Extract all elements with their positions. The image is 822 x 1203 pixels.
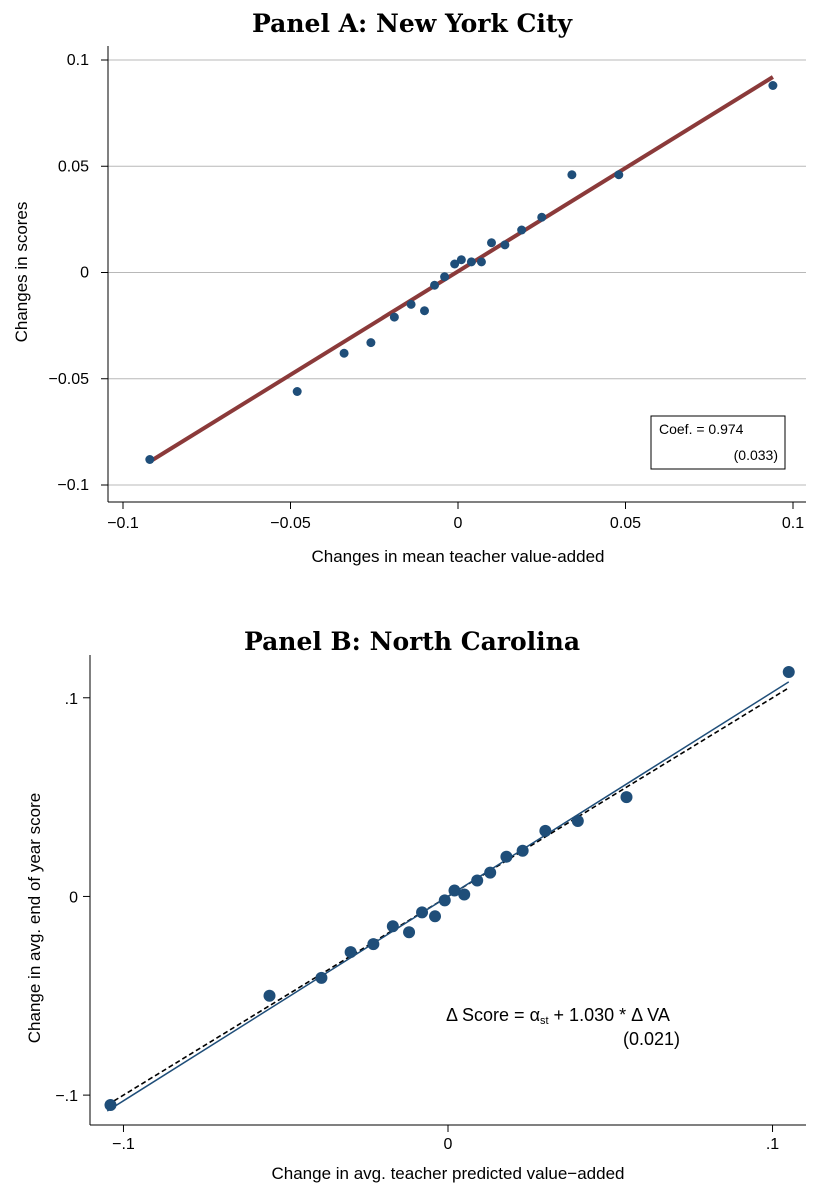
- panel-b-axes: −.1 0 .1 −.1 0 .1: [55, 655, 806, 1153]
- panel-b-x-tick-label: −.1: [112, 1136, 135, 1153]
- panel-a-data-point: [406, 299, 416, 309]
- panel-b-data-point: [315, 971, 328, 984]
- panel-a-data-point: [339, 348, 349, 358]
- panel-a-x-tick-label: −0.05: [270, 515, 311, 532]
- panel-b-data-point: [104, 1099, 117, 1112]
- panel-b-y-tick-label: −.1: [55, 1088, 78, 1105]
- panel-a-x-tick-label: −0.1: [107, 515, 139, 532]
- panel-a-data-point: [487, 238, 496, 248]
- panel-a-y-tick-label: 0.05: [58, 158, 89, 175]
- panel-b: Panel B: North Carolina Change in avg. e…: [25, 627, 806, 1183]
- panel-a-y-tick-label: −0.05: [49, 371, 90, 388]
- panel-a-data-point: [420, 306, 429, 316]
- equation-subscript: st: [540, 1015, 549, 1027]
- panel-a-annotation-box: Coef. = 0.974 (0.033): [650, 415, 786, 470]
- panel-b-data-point: [344, 946, 357, 959]
- panel-a-x-tick-label: 0: [454, 515, 463, 532]
- panel-b-y-tick-label: 0: [69, 889, 78, 906]
- panel-b-data-point: [367, 938, 380, 951]
- panel-b-points: [104, 665, 795, 1112]
- panel-b-data-point: [571, 814, 584, 827]
- panel-b-data-point: [500, 850, 513, 863]
- panel-a-data-point: [476, 257, 486, 267]
- equation-rhs: + 1.030 * Δ VA: [549, 1005, 670, 1025]
- panel-a-data-point: [292, 387, 302, 396]
- panel-b-title: Panel B: North Carolina: [244, 627, 580, 656]
- equation-lhs: Δ Score = α: [446, 1005, 540, 1025]
- panel-b-data-point: [386, 920, 399, 933]
- panel-b-x-tick-label: 0: [444, 1136, 453, 1153]
- panel-a-standard-error: (0.033): [734, 447, 778, 463]
- panel-b-data-point: [403, 926, 416, 939]
- panel-a-data-point: [440, 272, 450, 282]
- panel-a-x-tick-label: 0.05: [610, 515, 641, 532]
- panel-a-points: [145, 81, 778, 464]
- panel-b-data-point: [484, 866, 497, 879]
- panel-b-y-axis-label: Change in avg. end of year score: [25, 793, 44, 1043]
- panel-b-reference-line: [106, 687, 790, 1106]
- panel-a-data-point: [366, 338, 376, 348]
- panel-a-fit-line: [148, 75, 774, 464]
- panel-b-data-point: [620, 791, 633, 804]
- panel-b-data-point: [429, 910, 442, 923]
- panel-a-x-tick-label: 0.1: [782, 515, 804, 532]
- panel-a-data-point: [466, 257, 476, 267]
- panel-a-data-point: [614, 170, 624, 180]
- panel-a-y-tick-label: −0.1: [57, 477, 89, 494]
- panel-a-data-point: [450, 259, 460, 269]
- panel-b-regression-equation: Δ Score = αst + 1.030 * Δ VA: [446, 1005, 670, 1027]
- panel-a-y-axis-label: Changes in scores: [12, 202, 31, 343]
- panel-a-data-point: [567, 170, 577, 180]
- panel-b-data-point: [471, 874, 484, 887]
- panel-a-data-point: [389, 312, 399, 322]
- panel-a-data-point: [517, 225, 527, 235]
- panel-a-axes: −0.1 −0.05 0 0.05 0.1 −0.1 −0.05 0 0.05 0.1: [49, 46, 806, 532]
- panel-b-standard-error: (0.021): [623, 1029, 680, 1049]
- panel-a-data-point: [500, 240, 510, 250]
- panel-a-fit-line-group: [148, 75, 774, 464]
- panel-a-data-point: [768, 81, 778, 90]
- panel-a-y-tick-label: 0.1: [67, 52, 89, 69]
- panel-b-y-tick-label: .1: [65, 691, 78, 708]
- panel-b-data-point: [416, 906, 429, 919]
- panel-a-annotation-frame: [650, 415, 786, 470]
- panel-b-data-point: [539, 824, 552, 837]
- panel-a-data-point: [430, 280, 440, 290]
- panel-a-x-axis-label: Changes in mean teacher value-added: [312, 547, 605, 566]
- panel-b-x-tick-label: .1: [766, 1136, 779, 1153]
- panel-a-coefficient: Coef. = 0.974: [659, 421, 744, 437]
- panel-b-data-point: [458, 888, 471, 901]
- panel-b-x-axis-label: Change in avg. teacher predicted value−a…: [271, 1164, 624, 1183]
- panel-b-data-point: [448, 884, 461, 897]
- panel-b-data-point: [782, 665, 795, 678]
- panel-a-data-point: [456, 255, 466, 265]
- panel-a-data-point: [145, 455, 155, 464]
- panel-b-data-point: [438, 894, 451, 907]
- panel-a-data-point: [537, 212, 547, 222]
- panel-b-data-point: [516, 844, 529, 857]
- panel-a-y-tick-label: 0: [80, 265, 89, 282]
- panel-a: Panel A: New York City Changes in scores…: [12, 9, 806, 566]
- panel-a-title: Panel A: New York City: [252, 9, 573, 38]
- panel-b-data-point: [263, 989, 276, 1002]
